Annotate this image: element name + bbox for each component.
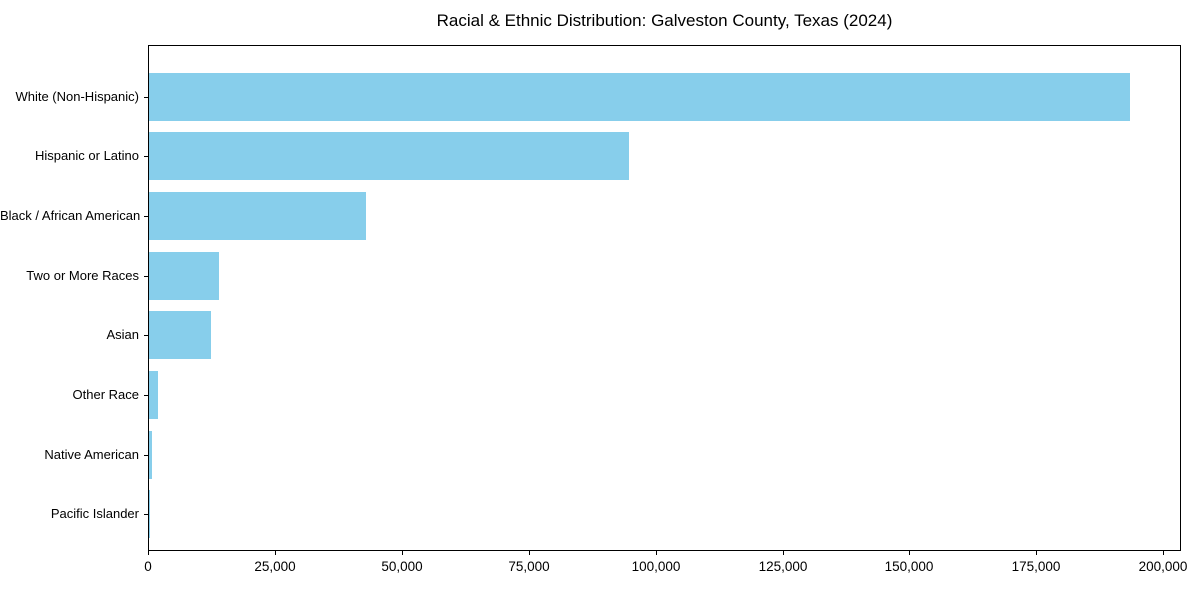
bar-1 bbox=[149, 132, 630, 181]
chart-title: Racial & Ethnic Distribution: Galveston … bbox=[436, 11, 893, 30]
y-tick-label: Native American bbox=[44, 447, 139, 462]
x-tick-mark bbox=[1163, 551, 1164, 555]
x-tick-mark bbox=[275, 551, 276, 555]
x-tick-mark bbox=[909, 551, 910, 555]
x-tick-label: 50,000 bbox=[381, 559, 423, 574]
x-tick-mark bbox=[529, 551, 530, 555]
y-tick-mark bbox=[144, 335, 148, 336]
x-tick-mark bbox=[656, 551, 657, 555]
y-tick-mark bbox=[144, 97, 148, 98]
y-tick-label: Asian bbox=[106, 327, 139, 342]
x-tick-label: 200,000 bbox=[1138, 559, 1188, 574]
bar-2 bbox=[149, 192, 366, 241]
y-tick-mark bbox=[144, 395, 148, 396]
y-tick-mark bbox=[144, 156, 148, 157]
bar-6 bbox=[149, 430, 153, 479]
y-tick-mark bbox=[144, 216, 148, 217]
x-tick-label: 175,000 bbox=[1011, 559, 1061, 574]
y-tick-label: White (Non-Hispanic) bbox=[15, 89, 139, 104]
bar-7 bbox=[149, 490, 150, 539]
y-tick-mark bbox=[144, 276, 148, 277]
y-tick-label: Black / African American bbox=[0, 208, 141, 223]
x-tick-label: 75,000 bbox=[508, 559, 550, 574]
x-tick-mark bbox=[1036, 551, 1037, 555]
y-tick-mark bbox=[144, 455, 148, 456]
x-tick-mark bbox=[148, 551, 149, 555]
bar-4 bbox=[149, 311, 211, 360]
y-tick-label: Other Race bbox=[72, 387, 139, 402]
y-tick-label: Hispanic or Latino bbox=[34, 148, 139, 163]
x-tick-label: 125,000 bbox=[758, 559, 808, 574]
x-tick-mark bbox=[783, 551, 784, 555]
bar-0 bbox=[149, 72, 1131, 121]
x-tick-label: 100,000 bbox=[631, 559, 681, 574]
y-tick-mark bbox=[144, 514, 148, 515]
bar-5 bbox=[149, 370, 159, 419]
x-tick-label: 0 bbox=[144, 559, 152, 574]
plot-area bbox=[148, 45, 1181, 551]
x-tick-mark bbox=[402, 551, 403, 555]
x-tick-label: 25,000 bbox=[254, 559, 296, 574]
y-tick-label: Pacific Islander bbox=[50, 506, 139, 521]
y-tick-label: Two or More Races bbox=[26, 268, 139, 283]
bar-3 bbox=[149, 251, 219, 300]
x-tick-label: 150,000 bbox=[884, 559, 934, 574]
